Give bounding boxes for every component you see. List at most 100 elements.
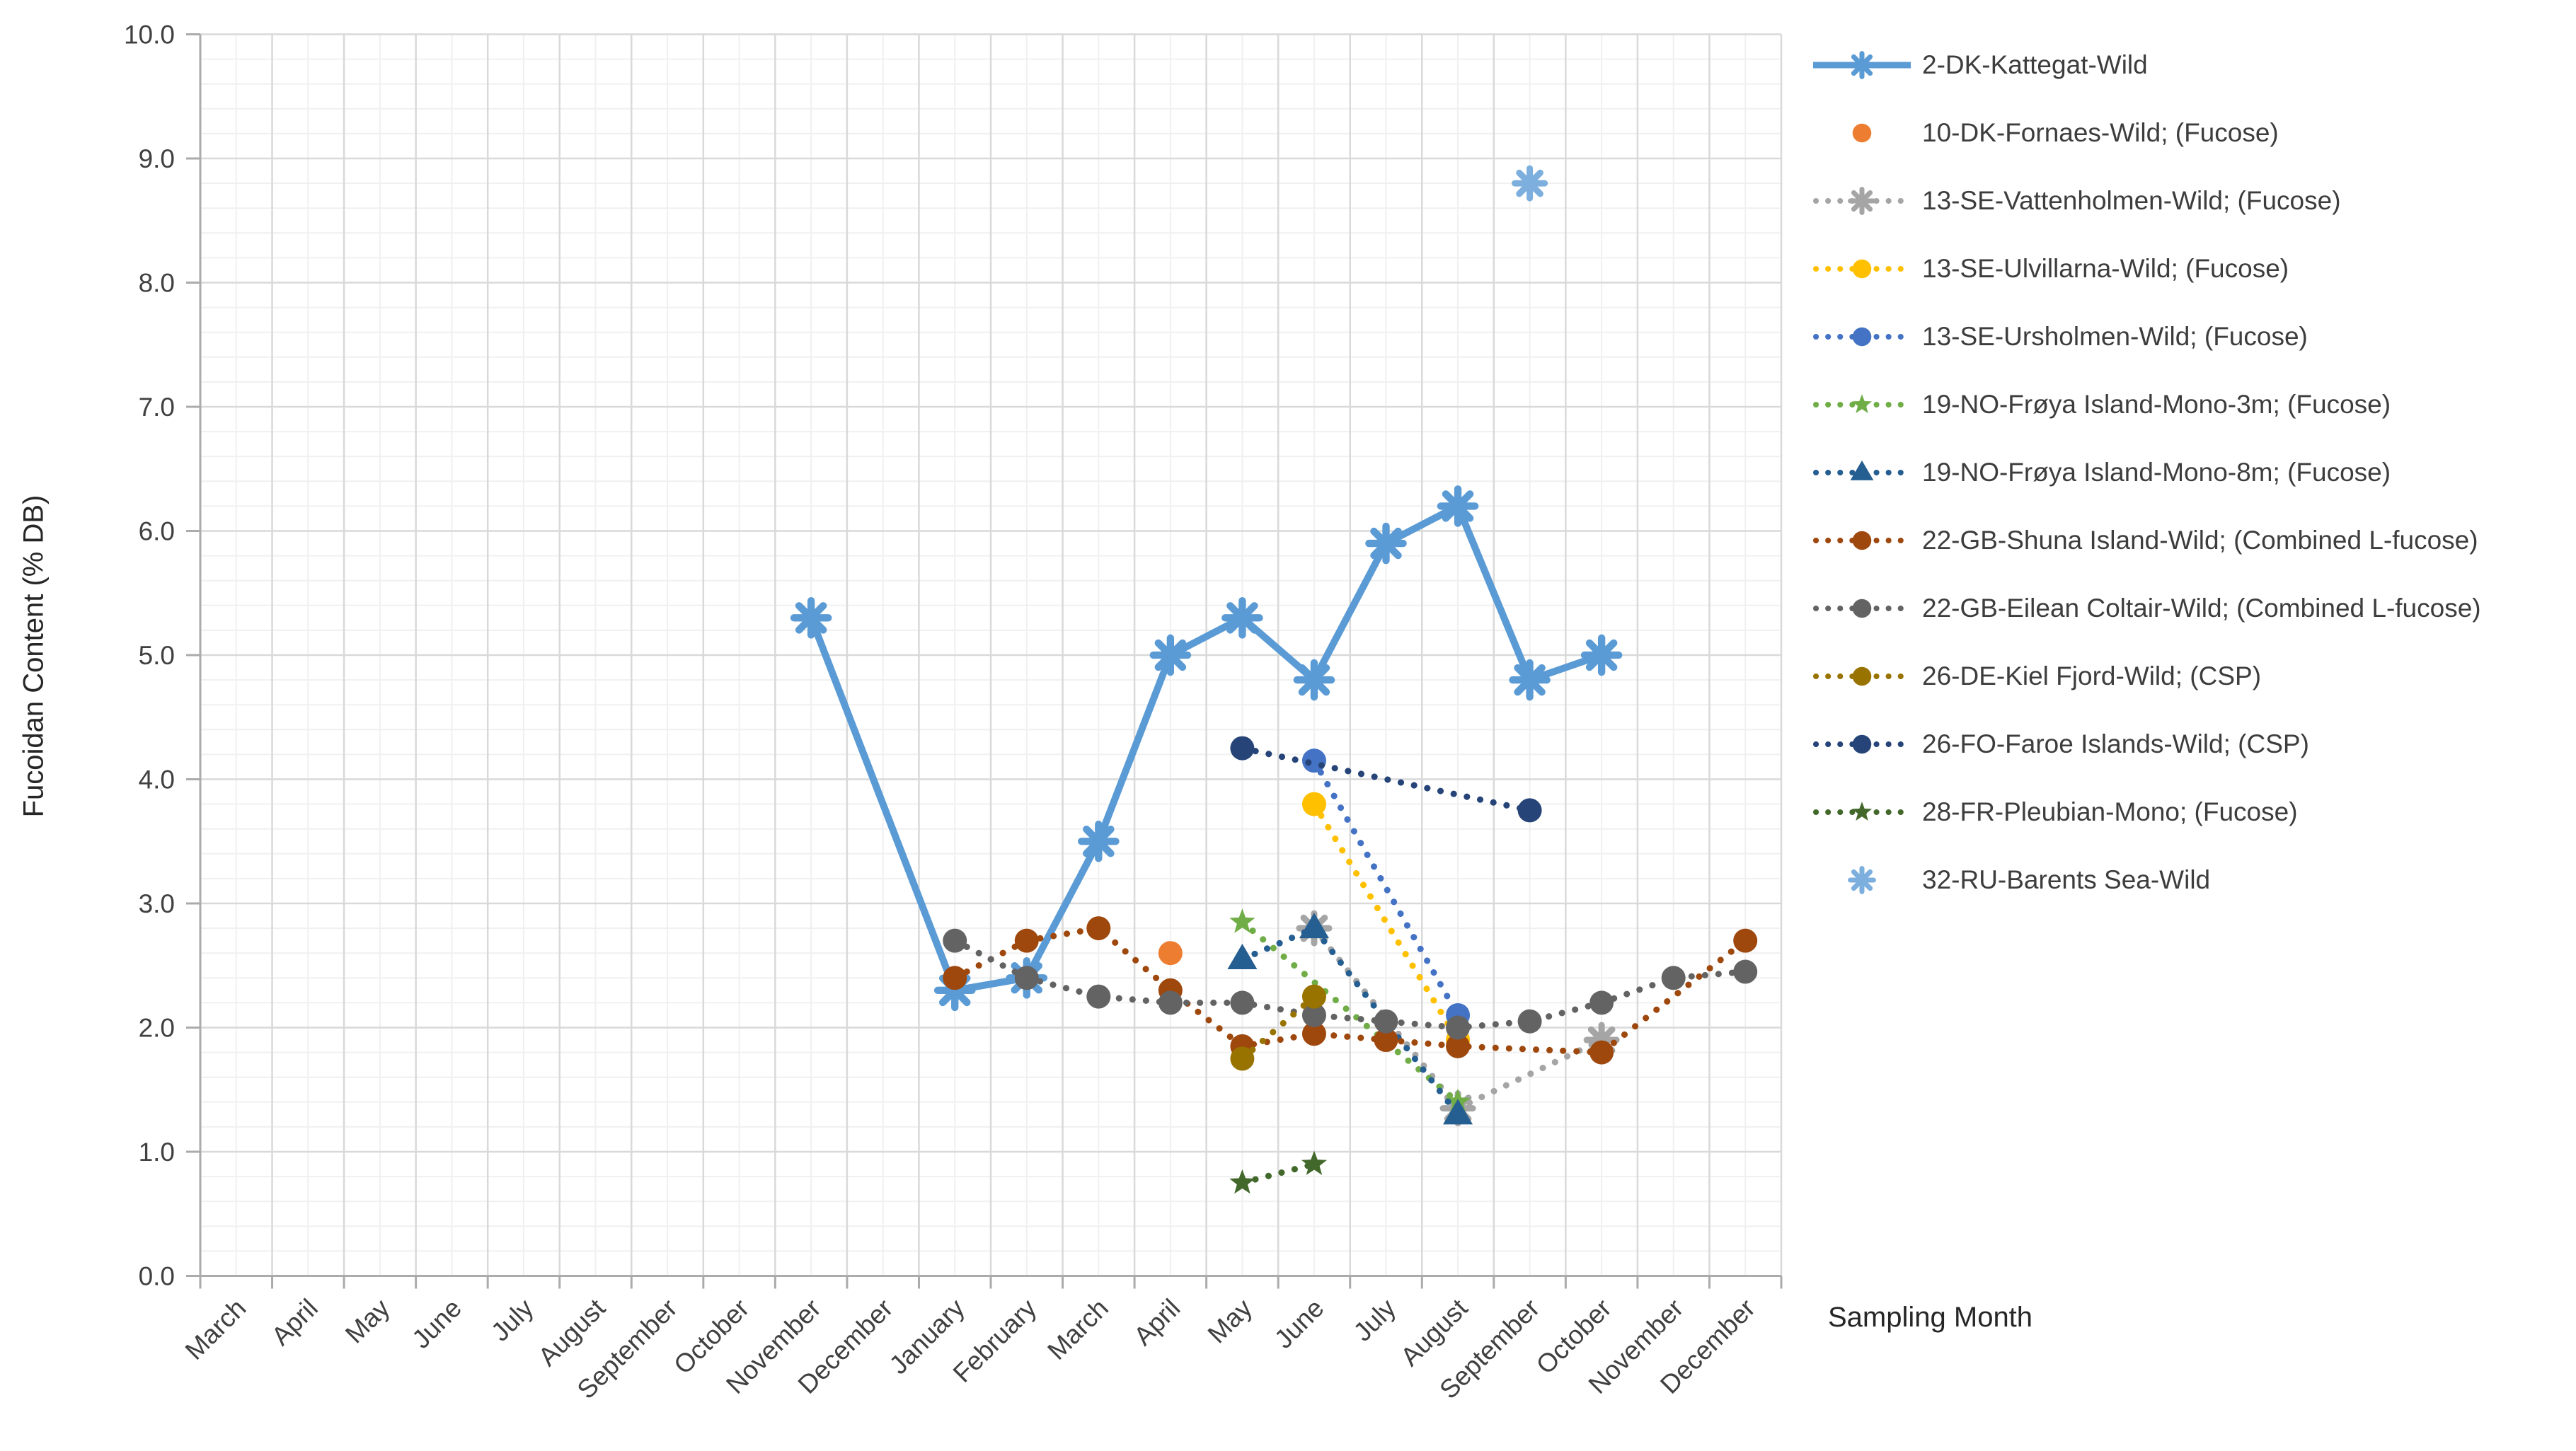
legend-item-ulvillarna: 13-SE-Ulvillarna-Wild; (Fucose): [1812, 235, 2481, 303]
series-faroe: [1230, 736, 1542, 823]
legend-item-froya8m: 19-NO-Frøya Island-Mono-8m; (Fucose): [1812, 439, 2481, 507]
marker-shuna: [1589, 1040, 1614, 1065]
legend-label: 28-FR-Pleubian-Mono; (Fucose): [1922, 797, 2298, 826]
marker-kattegat: [790, 597, 832, 639]
legend-marker-shuna-icon: [1813, 531, 1911, 550]
legend-item-ursholmen: 13-SE-Ursholmen-Wild; (Fucose): [1812, 303, 2481, 371]
x-tick-label: March: [1042, 1293, 1114, 1365]
series-line-ursholmen: [1311, 757, 1461, 1019]
marker-eilean: [1158, 990, 1183, 1015]
series-kiel: [1230, 984, 1326, 1071]
marker-froya8m: [1227, 943, 1258, 969]
x-tick-label: July: [1348, 1293, 1402, 1347]
marker-eilean: [1446, 1015, 1471, 1040]
x-tick-label: June: [1269, 1293, 1330, 1354]
legend-item-pleubian: 28-FR-Pleubian-Mono; (Fucose): [1812, 778, 2481, 846]
marker-shuna: [1014, 928, 1039, 953]
marker-kattegat: [1221, 597, 1263, 639]
marker-kattegat: [1149, 634, 1192, 676]
marker-ulvillarna: [1301, 792, 1326, 816]
legend-label: 2-DK-Kattegat-Wild: [1922, 50, 2148, 79]
legend-glyph-faroe-icon: [1852, 734, 1872, 754]
marker-eilean: [1589, 990, 1614, 1015]
x-tick-label: May: [1202, 1293, 1258, 1349]
legend-marker-faroe-icon: [1813, 734, 1911, 754]
series-froya8m: [1227, 913, 1473, 1125]
legend-glyph-pleubian-icon: [1851, 802, 1873, 821]
legend-label: 19-NO-Frøya Island-Mono-3m; (Fucose): [1922, 390, 2391, 419]
legend-marker-eilean-icon: [1813, 599, 1911, 618]
legend-label: 26-DE-Kiel Fjord-Wild; (CSP): [1922, 661, 2262, 690]
legend-glyph-froya3m-icon: [1851, 394, 1873, 413]
legend: 2-DK-Kattegat-Wild 10-DK-Fornaes-Wild; (…: [1812, 31, 2481, 914]
legend-item-froya3m: 19-NO-Frøya Island-Mono-3m; (Fucose): [1812, 371, 2481, 439]
legend-glyph-ursholmen-icon: [1852, 327, 1872, 347]
series-barents: [1512, 165, 1548, 202]
legend-item-vattenholmen: 13-SE-Vattenholmen-Wild; (Fucose): [1812, 167, 2481, 235]
legend-glyph-froya8m-icon: [1850, 460, 1874, 480]
legend-label: 22-GB-Eilean Coltair-Wild; (Combined L-f…: [1922, 594, 2481, 623]
legend-glyph-ulvillarna-icon: [1852, 259, 1872, 279]
y-tick-label: 7.0: [139, 393, 175, 422]
marker-shuna: [943, 966, 967, 990]
marker-eilean: [1301, 1002, 1326, 1027]
marker-pleubian: [1301, 1150, 1327, 1175]
legend-marker-ulvillarna-icon: [1813, 259, 1911, 279]
marker-eilean: [1374, 1009, 1398, 1034]
series-line-shuna: [951, 925, 1749, 1056]
y-tick-label: 2.0: [139, 1014, 175, 1043]
legend-item-eilean: 22-GB-Eilean Coltair-Wild; (Combined L-f…: [1812, 574, 2481, 642]
y-tick-label: 10.0: [124, 21, 175, 50]
marker-eilean: [1733, 959, 1758, 984]
x-tick-label: March: [180, 1293, 252, 1365]
legend-glyph-kattegat-icon: [1848, 51, 1876, 79]
y-tick-label: 9.0: [139, 144, 175, 173]
legend-glyph-barents-icon: [1848, 866, 1876, 894]
marker-kattegat: [1293, 659, 1335, 701]
marker-shuna: [1374, 1028, 1398, 1053]
marker-kattegat: [1437, 485, 1479, 527]
legend-item-fornaes: 10-DK-Fornaes-Wild; (Fucose): [1812, 99, 2481, 167]
legend-marker-fornaes-icon: [1852, 123, 1872, 143]
legend-label: 22-GB-Shuna Island-Wild; (Combined L-fuc…: [1922, 526, 2478, 555]
legend-item-kiel: 26-DE-Kiel Fjord-Wild; (CSP): [1812, 642, 2481, 710]
marker-kattegat: [1365, 522, 1407, 565]
series-line-ulvillarna: [1311, 801, 1461, 1044]
x-tick-label: April: [266, 1293, 323, 1351]
marker-fornaes: [1158, 941, 1183, 966]
legend-glyph-shuna-icon: [1852, 531, 1872, 550]
marker-shuna: [1446, 1034, 1471, 1058]
legend-marker-froya3m-icon: [1813, 394, 1911, 413]
series-pleubian: [1229, 1150, 1327, 1194]
legend-marker-ursholmen-icon: [1813, 327, 1911, 347]
legend-label: 26-FO-Faroe Islands-Wild; (CSP): [1922, 729, 2309, 758]
marker-kiel: [1301, 984, 1326, 1009]
marker-kattegat: [1580, 634, 1623, 676]
marker-shuna: [1086, 916, 1111, 941]
legend-glyph-eilean-icon: [1852, 599, 1872, 618]
y-tick-label: 0.0: [139, 1262, 175, 1291]
legend-item-faroe: 26-FO-Faroe Islands-Wild; (CSP): [1812, 710, 2481, 778]
legend-glyph-vattenholmen-icon: [1848, 187, 1876, 215]
x-tick-label: June: [406, 1293, 467, 1354]
series-line-kiel: [1238, 993, 1318, 1062]
marker-faroe: [1517, 798, 1542, 823]
y-tick-label: 1.0: [139, 1138, 175, 1167]
marker-froya3m: [1229, 908, 1255, 933]
legend-label: 13-SE-Ulvillarna-Wild; (Fucose): [1922, 254, 2289, 283]
marker-eilean: [1517, 1009, 1542, 1034]
marker-faroe: [1230, 736, 1255, 761]
legend-marker-pleubian-icon: [1813, 802, 1911, 821]
legend-marker-froya8m-icon: [1813, 460, 1911, 480]
marker-eilean: [1086, 984, 1111, 1009]
marker-barents: [1512, 165, 1548, 202]
y-tick-label: 3.0: [139, 889, 175, 918]
legend-label: 10-DK-Fornaes-Wild; (Fucose): [1922, 118, 2279, 147]
legend-item-shuna: 22-GB-Shuna Island-Wild; (Combined L-fuc…: [1812, 507, 2481, 574]
series-line-pleubian: [1238, 1161, 1318, 1186]
legend-label: 13-SE-Vattenholmen-Wild; (Fucose): [1922, 186, 2341, 215]
y-tick-label: 4.0: [139, 765, 175, 794]
legend-label: 32-RU-Barents Sea-Wild: [1922, 865, 2211, 894]
x-axis-title: Sampling Month: [1828, 1302, 2033, 1333]
